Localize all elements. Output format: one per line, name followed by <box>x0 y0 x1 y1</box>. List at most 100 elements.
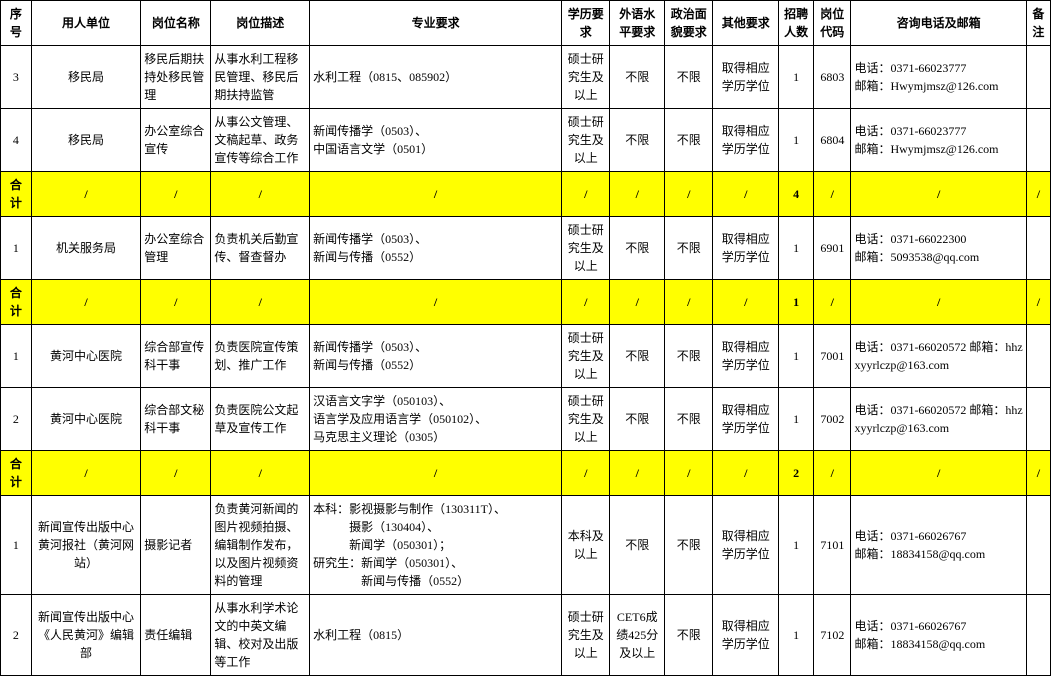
cell-post: / <box>141 172 211 217</box>
cell-unit: 移民局 <box>31 109 141 172</box>
table-row: 2黄河中心医院综合部文秘科干事负责医院公文起草及宣传工作汉语言文字学（05010… <box>1 388 1051 451</box>
cell-desc: 负责机关后勤宣传、督查督办 <box>211 217 310 280</box>
cell-edu: / <box>562 451 610 496</box>
cell-code: 6804 <box>814 109 851 172</box>
cell-num: 1 <box>779 280 814 325</box>
cell-contact: 电话：0371-66026767邮箱：18834158@qq.com <box>851 595 1026 676</box>
cell-unit: 新闻宣传出版中心《人民黄河》编辑部 <box>31 595 141 676</box>
cell-desc: / <box>211 451 310 496</box>
cell-major: 新闻传播学（0503）、新闻与传播（0552） <box>310 325 562 388</box>
cell-pol: 不限 <box>665 595 713 676</box>
cell-pol: 不限 <box>665 46 713 109</box>
cell-num: 1 <box>779 217 814 280</box>
cell-lang: 不限 <box>610 109 665 172</box>
cell-major: / <box>310 280 562 325</box>
cell-seq: 合计 <box>1 280 32 325</box>
cell-desc: 从事水利工程移民管理、移民后期扶持监管 <box>211 46 310 109</box>
cell-seq: 1 <box>1 217 32 280</box>
header-code: 岗位代码 <box>814 1 851 46</box>
cell-unit: 机关服务局 <box>31 217 141 280</box>
cell-lang: 不限 <box>610 217 665 280</box>
cell-desc: 从事公文管理、文稿起草、政务宣传等综合工作 <box>211 109 310 172</box>
cell-desc: 负责黄河新闻的图片视频拍摄、编辑制作发布，以及图片视频资料的管理 <box>211 496 310 595</box>
header-edu: 学历要求 <box>562 1 610 46</box>
table-row: 合计////////2/// <box>1 451 1051 496</box>
cell-contact: / <box>851 451 1026 496</box>
table-row: 合计////////4/// <box>1 172 1051 217</box>
cell-edu: 硕士研究生及以上 <box>562 388 610 451</box>
header-post: 岗位名称 <box>141 1 211 46</box>
cell-desc: 从事水利学术论文的中英文编辑、校对及出版等工作 <box>211 595 310 676</box>
cell-edu: 硕士研究生及以上 <box>562 595 610 676</box>
cell-other: 取得相应学历学位 <box>713 388 779 451</box>
table-row: 1黄河中心医院综合部宣传科干事负责医院宣传策划、推广工作新闻传播学（0503）、… <box>1 325 1051 388</box>
table-row: 1新闻宣传出版中心黄河报社（黄河网站）摄影记者负责黄河新闻的图片视频拍摄、编辑制… <box>1 496 1051 595</box>
cell-code: 6901 <box>814 217 851 280</box>
cell-seq: 4 <box>1 109 32 172</box>
cell-other: 取得相应学历学位 <box>713 46 779 109</box>
cell-major: / <box>310 451 562 496</box>
header-pol: 政治面貌要求 <box>665 1 713 46</box>
cell-note <box>1026 595 1050 676</box>
cell-contact: 电话：0371-66020572 邮箱：hhzxyyrlczp@163.com <box>851 388 1026 451</box>
cell-other: 取得相应学历学位 <box>713 325 779 388</box>
cell-code: 7101 <box>814 496 851 595</box>
cell-seq: 3 <box>1 46 32 109</box>
cell-major: 汉语言文字学（050103）、语言学及应用语言学（050102）、马克思主义理论… <box>310 388 562 451</box>
cell-other: 取得相应学历学位 <box>713 217 779 280</box>
header-num: 招聘人数 <box>779 1 814 46</box>
header-lang: 外语水平要求 <box>610 1 665 46</box>
cell-seq: 合计 <box>1 451 32 496</box>
cell-num: 1 <box>779 595 814 676</box>
table-row: 合计////////1/// <box>1 280 1051 325</box>
cell-pol: / <box>665 451 713 496</box>
cell-code: / <box>814 172 851 217</box>
cell-code: 7002 <box>814 388 851 451</box>
cell-post: 办公室综合宣传 <box>141 109 211 172</box>
cell-note: / <box>1026 280 1050 325</box>
cell-contact: 电话：0371-66023777邮箱：Hwymjmsz@126.com <box>851 109 1026 172</box>
cell-unit: / <box>31 172 141 217</box>
cell-num: 4 <box>779 172 814 217</box>
cell-note: / <box>1026 172 1050 217</box>
cell-edu: 硕士研究生及以上 <box>562 325 610 388</box>
cell-contact: 电话：0371-66020572 邮箱：hhzxyyrlczp@163.com <box>851 325 1026 388</box>
cell-contact: 电话：0371-66023777邮箱：Hwymjmsz@126.com <box>851 46 1026 109</box>
cell-other: / <box>713 172 779 217</box>
cell-unit: 黄河中心医院 <box>31 325 141 388</box>
cell-lang: 不限 <box>610 496 665 595</box>
table-row: 2新闻宣传出版中心《人民黄河》编辑部责任编辑从事水利学术论文的中英文编辑、校对及… <box>1 595 1051 676</box>
cell-post: / <box>141 280 211 325</box>
cell-pol: 不限 <box>665 109 713 172</box>
cell-edu: / <box>562 280 610 325</box>
cell-num: 1 <box>779 325 814 388</box>
cell-contact: / <box>851 280 1026 325</box>
table-header: 序号 用人单位 岗位名称 岗位描述 专业要求 学历要求 外语水平要求 政治面貌要… <box>1 1 1051 46</box>
cell-num: 1 <box>779 109 814 172</box>
cell-post: 责任编辑 <box>141 595 211 676</box>
table-body: 3移民局移民后期扶持处移民管理从事水利工程移民管理、移民后期扶持监管水利工程（0… <box>1 46 1051 676</box>
cell-lang: 不限 <box>610 388 665 451</box>
cell-edu: 硕士研究生及以上 <box>562 46 610 109</box>
cell-lang: CET6成绩425分及以上 <box>610 595 665 676</box>
cell-seq: 2 <box>1 388 32 451</box>
table-row: 3移民局移民后期扶持处移民管理从事水利工程移民管理、移民后期扶持监管水利工程（0… <box>1 46 1051 109</box>
cell-contact: 电话：0371-66026767邮箱：18834158@qq.com <box>851 496 1026 595</box>
cell-note <box>1026 109 1050 172</box>
cell-lang: / <box>610 172 665 217</box>
cell-major: 本科：影视摄影与制作（130311T）、 摄影（130404）、 新闻学（050… <box>310 496 562 595</box>
cell-post: 办公室综合管理 <box>141 217 211 280</box>
cell-note <box>1026 325 1050 388</box>
cell-pol: 不限 <box>665 496 713 595</box>
cell-pol: / <box>665 172 713 217</box>
cell-lang: / <box>610 280 665 325</box>
cell-lang: 不限 <box>610 325 665 388</box>
table-row: 4移民局办公室综合宣传从事公文管理、文稿起草、政务宣传等综合工作新闻传播学（05… <box>1 109 1051 172</box>
cell-pol: 不限 <box>665 217 713 280</box>
cell-num: 2 <box>779 451 814 496</box>
cell-pol: 不限 <box>665 388 713 451</box>
cell-desc: 负责医院宣传策划、推广工作 <box>211 325 310 388</box>
cell-seq: 2 <box>1 595 32 676</box>
cell-major: 水利工程（0815、085902） <box>310 46 562 109</box>
cell-unit: / <box>31 451 141 496</box>
